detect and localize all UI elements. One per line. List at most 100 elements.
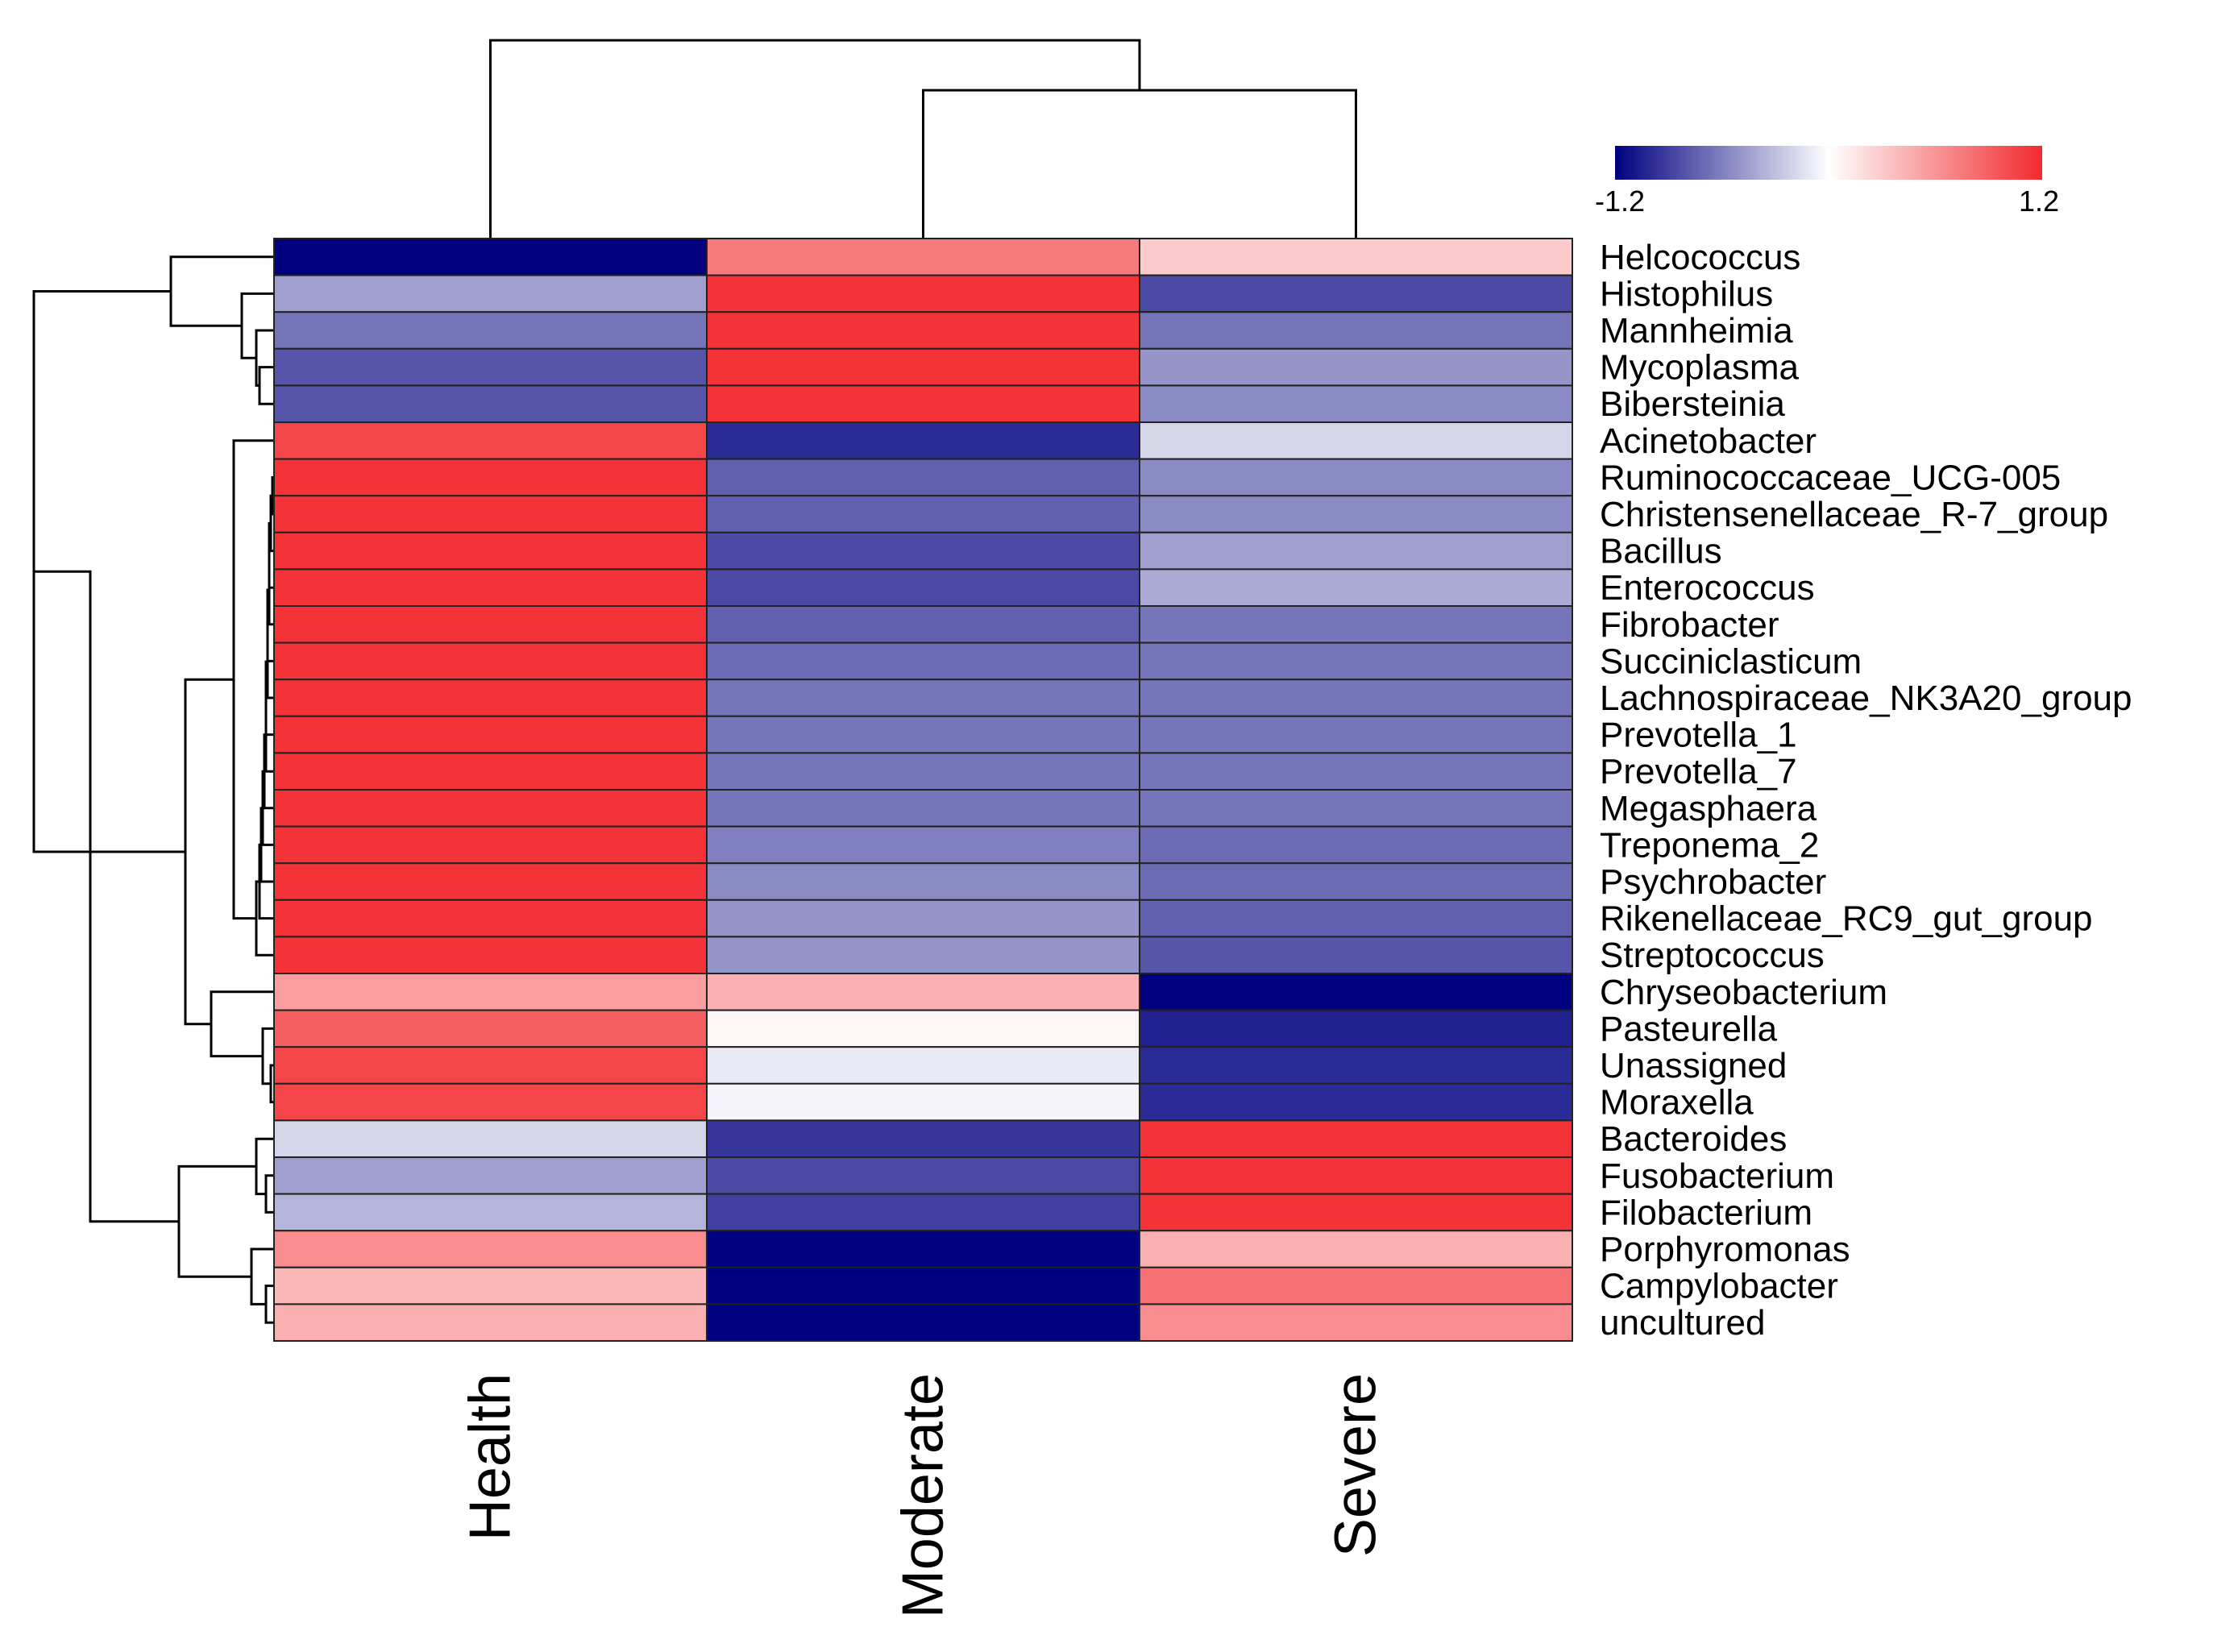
heatmap-cell <box>706 274 1140 313</box>
row-label: Mycoplasma <box>1600 348 1799 388</box>
heatmap-cell <box>706 1303 1140 1343</box>
heatmap-cell <box>273 238 708 276</box>
heatmap-cell <box>273 825 708 865</box>
row-label: Pasteurella <box>1600 1009 1778 1048</box>
heatmap-cell <box>1139 1046 1573 1085</box>
row-label: Histophilus <box>1600 274 1773 313</box>
heatmap-cell <box>273 1193 708 1232</box>
heatmap-cell <box>1139 421 1573 460</box>
row-label: Chryseobacterium <box>1600 973 1887 1012</box>
heatmap-cell <box>706 1046 1140 1085</box>
row-label: Prevotella_1 <box>1600 716 1797 755</box>
heatmap-cell <box>1139 238 1573 276</box>
row-label: Bacteroides <box>1600 1119 1787 1159</box>
row-label: Helcococcus <box>1600 238 1800 277</box>
dendrogram-branch <box>184 678 234 1026</box>
dendrogram-branch <box>268 555 274 626</box>
heatmap-cell <box>706 825 1140 865</box>
heatmap-cell <box>273 605 708 644</box>
row-label: uncultured <box>1600 1303 1765 1343</box>
row-label: Bacillus <box>1600 532 1722 571</box>
heatmap-cell <box>273 421 708 460</box>
dendrogram-branch <box>177 1164 256 1278</box>
heatmap-cell <box>273 789 708 828</box>
dendrogram-branch <box>210 990 274 1058</box>
legend-min-label: -1.2 <box>1595 185 1645 218</box>
dendrogram-branch <box>264 698 274 773</box>
heatmap-cell <box>706 568 1140 608</box>
heatmap-cell <box>273 715 708 754</box>
heatmap-cell <box>706 1082 1140 1122</box>
heatmap-cell <box>1139 274 1573 313</box>
row-label: Psychrobacter <box>1600 862 1826 902</box>
heatmap-cell <box>706 421 1140 460</box>
heatmap-cells <box>273 238 1573 1343</box>
heatmap-cell <box>273 1156 708 1195</box>
heatmap-cell <box>1139 1156 1573 1195</box>
heatmap-cell <box>706 1193 1140 1232</box>
heatmap-cell <box>706 311 1140 350</box>
column-label: Severe <box>1324 1373 1389 1557</box>
dendrogram-branch <box>250 1247 274 1305</box>
row-label: Succiniclasticum <box>1600 641 1862 681</box>
row-labels: HelcococcusHistophilusMannheimiaMycoplas… <box>1600 238 2132 1343</box>
row-label: Bibersteinia <box>1600 384 1785 424</box>
heatmap-cell <box>273 531 708 571</box>
heatmap-cell <box>273 862 708 901</box>
heatmap-cell <box>706 679 1140 717</box>
heatmap-cell <box>1139 1303 1573 1343</box>
heatmap-cell <box>706 1119 1140 1159</box>
heatmap-cell <box>273 1046 708 1085</box>
row-label: Fibrobacter <box>1600 605 1779 645</box>
heatmap-cell <box>706 1266 1140 1305</box>
heatmap-cell <box>1139 899 1573 938</box>
heatmap-cell <box>273 1009 708 1048</box>
row-label: Unassigned <box>1600 1046 1787 1085</box>
color-legend-bar <box>1615 146 2042 180</box>
heatmap-cell <box>273 568 708 608</box>
heatmap-cell <box>706 458 1140 497</box>
heatmap-cell <box>1139 936 1573 975</box>
heatmap-cell <box>706 238 1140 276</box>
heatmap-cell <box>1139 1230 1573 1268</box>
heatmap-cell <box>1139 495 1573 533</box>
heatmap-cell <box>1139 1119 1573 1159</box>
heatmap-cell <box>706 605 1140 644</box>
dendrogram-branch <box>258 366 274 405</box>
heatmap-cell <box>706 752 1140 791</box>
row-label: Enterococcus <box>1600 568 1815 608</box>
row-label: Moraxella <box>1600 1083 1754 1123</box>
dendrogram-branch <box>34 570 179 1223</box>
heatmap-cell <box>706 789 1140 828</box>
heatmap-cell <box>706 899 1140 938</box>
heatmap-cell <box>1139 825 1573 865</box>
heatmap-cell <box>273 973 708 1011</box>
heatmap-cell <box>273 752 708 791</box>
row-label: Christensenellaceae_R-7_group <box>1600 495 2108 534</box>
heatmap-cell <box>706 715 1140 754</box>
heatmap-cell <box>273 1266 708 1305</box>
row-label: Prevotella_7 <box>1600 752 1797 791</box>
heatmap-cell <box>273 311 708 350</box>
heatmap-cell <box>706 936 1140 975</box>
heatmap-cell <box>273 1082 708 1122</box>
column-labels: Health Moderate Severe <box>459 1373 1389 1618</box>
heatmap-cell <box>1139 384 1573 423</box>
dendrogram-branch <box>922 89 1357 239</box>
row-label: Treponema_2 <box>1600 825 1819 865</box>
heatmap-cell <box>273 274 708 313</box>
dendrogram-branch <box>261 1027 274 1085</box>
row-label: Acinetobacter <box>1600 421 1817 461</box>
column-label: Health <box>459 1373 523 1541</box>
heatmap-cell <box>706 973 1140 1011</box>
heatmap-cell <box>1139 752 1573 791</box>
heatmap-cell <box>273 1230 708 1268</box>
legend-max-label: 1.2 <box>2019 185 2059 218</box>
column-dendrogram <box>489 39 1357 239</box>
heatmap-cell <box>1139 862 1573 901</box>
heatmap-cell <box>1139 1193 1573 1232</box>
heatmap-cell <box>1139 973 1573 1011</box>
heatmap-cell <box>1139 568 1573 608</box>
heatmap-cell <box>706 347 1140 387</box>
